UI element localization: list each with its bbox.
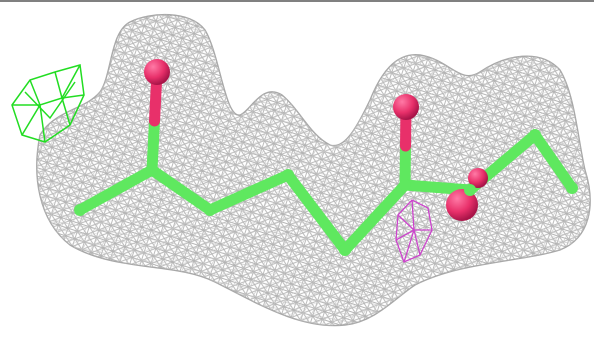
bond-segment-5-1 — [369, 179, 411, 223]
stick-model-bonds — [74, 66, 578, 256]
ester-oxygen-atom-1 — [468, 168, 488, 188]
bond-segment-4-0 — [282, 169, 322, 218]
carbon-atom-4 — [282, 169, 294, 181]
carbon-atom-9 — [529, 129, 541, 141]
bond-segment-1-0 — [146, 115, 160, 176]
oxygen-atom-2 — [144, 59, 170, 85]
bond-segment-5-0 — [339, 212, 381, 256]
bond-segment-4-1 — [311, 207, 351, 256]
bond-segment-8-1 — [497, 129, 541, 168]
ester-oxygen-atom-0 — [446, 189, 478, 221]
carbon-atom-6 — [399, 179, 411, 191]
carbon-atom-0 — [74, 204, 86, 216]
carbon-atom-10 — [566, 182, 578, 194]
carbon-atom-3 — [204, 204, 216, 216]
density-mesh-icon — [36, 14, 591, 327]
bond-segment-0-0 — [74, 184, 122, 216]
positive-difference-density-icon — [11, 64, 85, 143]
oxygen-atom-7 — [393, 94, 419, 120]
carbon-atom-5 — [339, 244, 351, 256]
bond-segment-3-1 — [243, 169, 294, 198]
bond-segment-3-0 — [204, 187, 255, 216]
bond-segment-6-0 — [399, 140, 411, 191]
negative-difference-density-icon — [395, 199, 433, 263]
stick-model-atoms — [74, 59, 578, 256]
bond-segment-0-1 — [110, 164, 158, 196]
carbon-atom-8 — [464, 184, 476, 196]
carbon-atom-1 — [146, 164, 158, 176]
